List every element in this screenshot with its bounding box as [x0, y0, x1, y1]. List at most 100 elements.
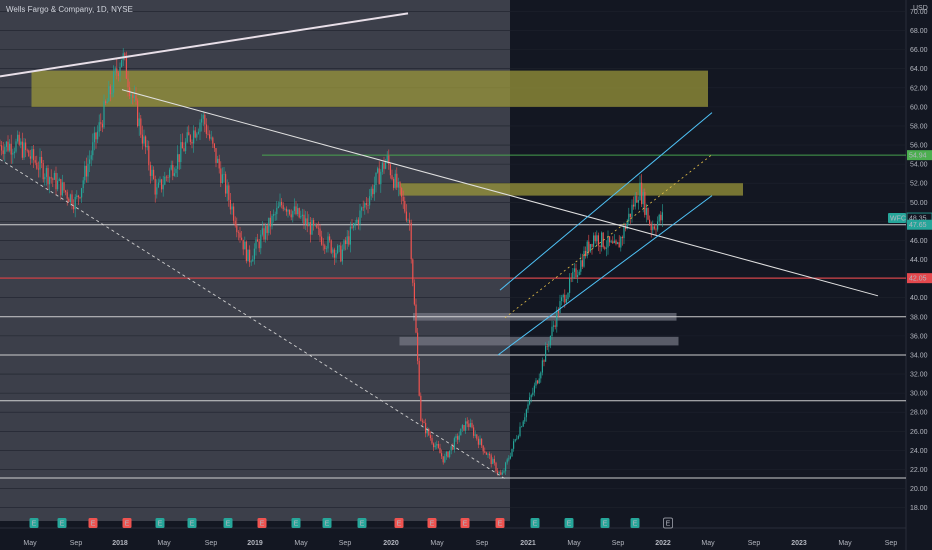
candle-body	[399, 182, 401, 188]
candle-body	[124, 53, 126, 56]
candle-body	[535, 380, 537, 386]
candle-body	[60, 179, 62, 196]
candle-body	[148, 145, 150, 166]
earnings-marker[interactable]	[257, 518, 267, 528]
candle-body	[47, 168, 49, 185]
candle-body	[553, 325, 555, 327]
candle-body	[338, 245, 340, 247]
earnings-marker[interactable]	[57, 518, 67, 528]
earnings-marker[interactable]	[122, 518, 132, 528]
candle-body	[636, 195, 638, 203]
candle-body	[145, 136, 147, 148]
candle-body	[162, 184, 164, 190]
candle-body	[596, 235, 598, 242]
earnings-marker[interactable]	[663, 517, 673, 529]
earnings-marker-label: E	[430, 521, 435, 528]
earnings-marker[interactable]	[322, 518, 332, 528]
earnings-marker[interactable]	[357, 518, 367, 528]
candle-body	[36, 162, 38, 169]
candle-body	[649, 219, 651, 224]
candle-body	[321, 236, 323, 245]
candle-body	[170, 165, 172, 170]
candle-body	[61, 182, 63, 196]
earnings-marker[interactable]	[155, 518, 165, 528]
candle-body	[197, 131, 199, 134]
candle-body	[130, 94, 132, 96]
earnings-marker[interactable]	[530, 518, 540, 528]
y-tick-label: 62.00	[910, 85, 928, 92]
candle-body	[15, 141, 17, 152]
candle-body	[628, 213, 630, 222]
long-term-uptrend-line[interactable]	[0, 12, 409, 78]
candle-body	[433, 443, 435, 448]
supply-zone-upper	[31, 70, 708, 107]
earnings-marker-label: E	[91, 521, 96, 528]
earnings-marker[interactable]	[223, 518, 233, 528]
candle-body	[522, 421, 524, 427]
x-tick-label: May	[701, 540, 715, 547]
candle-body	[388, 155, 390, 165]
candle-body	[242, 239, 244, 250]
earnings-marker[interactable]	[88, 518, 98, 528]
candle-body	[493, 459, 495, 463]
earnings-marker[interactable]	[600, 518, 610, 528]
candle-body	[250, 261, 252, 263]
candle-body	[191, 141, 193, 144]
candle-body	[285, 208, 287, 212]
y-tick-label: 52.00	[910, 181, 928, 188]
y-tick-label: 20.00	[910, 486, 928, 493]
candle-body	[573, 268, 575, 272]
channel-upper-line[interactable]	[499, 112, 713, 291]
candle-body	[306, 218, 308, 227]
candle-body	[538, 378, 540, 384]
candle-body	[333, 249, 335, 258]
candle-body	[258, 241, 260, 249]
candle-body	[17, 134, 19, 142]
earnings-marker[interactable]	[29, 518, 39, 528]
candle-body	[314, 224, 316, 226]
candle-body	[157, 182, 159, 188]
candle-body	[274, 214, 276, 215]
earnings-marker[interactable]	[291, 518, 301, 528]
earnings-marker[interactable]	[460, 518, 470, 528]
candle-body	[613, 240, 615, 244]
candle-body	[661, 212, 663, 221]
candle-body	[605, 247, 607, 249]
earnings-marker[interactable]	[630, 518, 640, 528]
candle-body	[380, 171, 382, 185]
candle-body	[426, 428, 428, 434]
candle-body	[650, 223, 652, 231]
candle-body	[125, 55, 127, 79]
candle-body	[585, 250, 587, 257]
y-tick-label: 26.00	[910, 429, 928, 436]
candle-body	[143, 136, 145, 144]
candle-body	[441, 453, 443, 457]
candle-body	[612, 241, 614, 244]
major-downtrend-line[interactable]	[121, 89, 879, 297]
dashed-support-trendline[interactable]	[0, 158, 508, 481]
candle-body	[204, 114, 206, 125]
earnings-marker[interactable]	[187, 518, 197, 528]
candle-body	[194, 130, 196, 138]
candle-body	[327, 236, 329, 249]
candle-body	[417, 332, 419, 361]
earnings-marker[interactable]	[564, 518, 574, 528]
earnings-marker[interactable]	[394, 518, 404, 528]
candle-body	[335, 253, 337, 258]
y-tick-label: 30.00	[910, 391, 928, 398]
earnings-marker[interactable]	[495, 518, 505, 528]
earnings-marker[interactable]	[427, 518, 437, 528]
channel-lower-line[interactable]	[497, 195, 713, 356]
candle-body	[325, 248, 327, 250]
candle-body	[561, 297, 563, 302]
candle-body	[468, 423, 470, 428]
candle-body	[263, 228, 265, 240]
candle-body	[410, 222, 412, 260]
candle-body	[381, 162, 383, 172]
candle-body	[511, 448, 513, 457]
x-tick-label: Sep	[612, 540, 625, 547]
candle-body	[84, 165, 86, 181]
channel-median-line[interactable]	[504, 154, 713, 319]
candle-body	[29, 156, 31, 159]
